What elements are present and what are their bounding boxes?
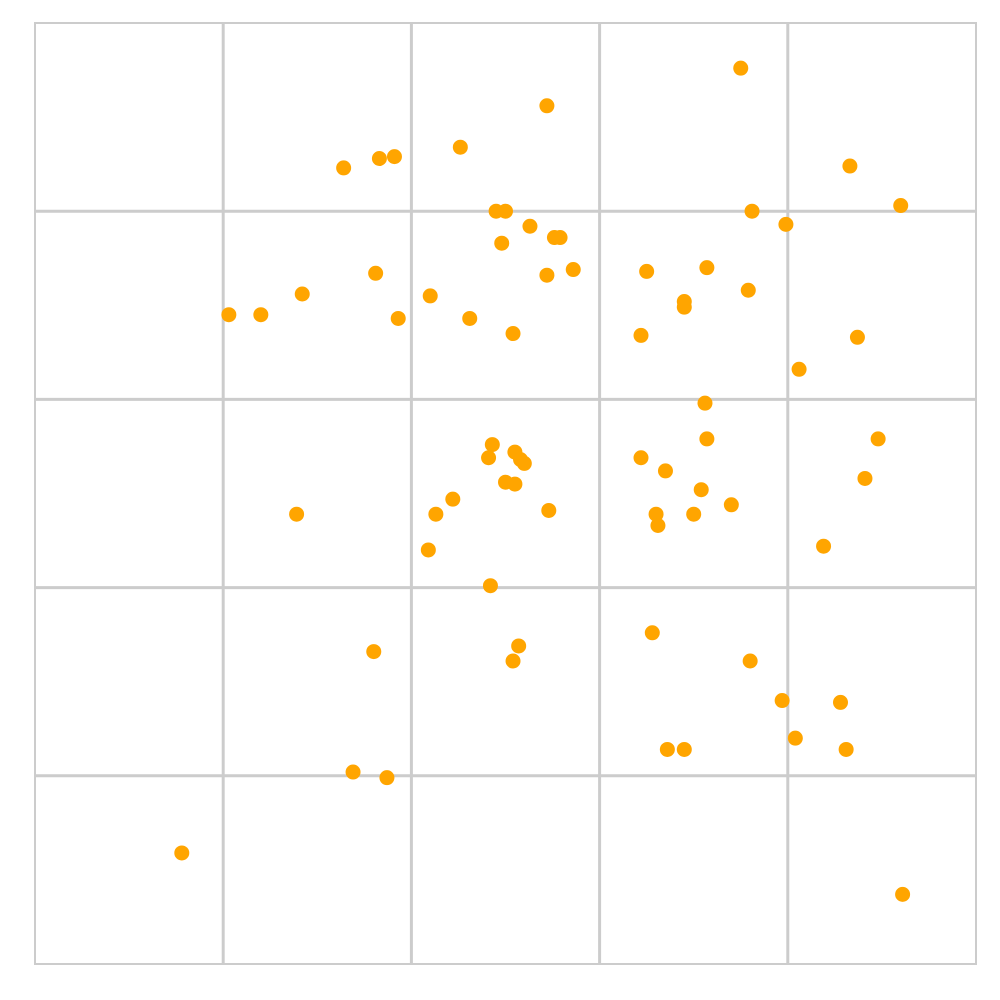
data-point <box>507 476 523 492</box>
data-point <box>633 327 649 343</box>
data-point <box>336 160 352 176</box>
data-point <box>539 267 555 283</box>
data-point <box>816 538 832 554</box>
data-point <box>686 506 702 522</box>
data-point <box>522 218 538 234</box>
data-points <box>174 60 911 902</box>
data-point <box>253 307 269 323</box>
data-point <box>838 741 854 757</box>
data-point <box>221 307 237 323</box>
plot-frame <box>34 22 977 965</box>
data-point <box>420 542 436 558</box>
data-point <box>733 60 749 76</box>
data-point <box>428 506 444 522</box>
data-point <box>539 98 555 114</box>
data-point <box>174 845 190 861</box>
data-point <box>744 203 760 219</box>
data-point <box>390 310 406 326</box>
data-point <box>787 730 803 746</box>
data-point <box>832 694 848 710</box>
data-point <box>659 741 675 757</box>
data-point <box>445 491 461 507</box>
data-point <box>511 638 527 654</box>
data-point <box>481 450 497 466</box>
data-point <box>541 502 557 518</box>
data-point <box>452 139 468 155</box>
data-point <box>488 203 504 219</box>
data-point <box>842 158 858 174</box>
data-point <box>693 482 709 498</box>
grid <box>35 23 976 964</box>
data-point <box>697 395 713 411</box>
data-point <box>505 653 521 669</box>
data-point <box>870 431 886 447</box>
data-point <box>895 886 911 902</box>
data-point <box>893 198 909 214</box>
data-point <box>546 230 562 246</box>
data-point <box>386 149 402 165</box>
data-point <box>639 263 655 279</box>
data-point <box>778 216 794 232</box>
data-point <box>699 260 715 276</box>
data-point <box>742 653 758 669</box>
plot-background <box>35 23 976 964</box>
data-point <box>379 770 395 786</box>
data-point <box>294 286 310 302</box>
data-point <box>699 431 715 447</box>
data-point <box>345 764 361 780</box>
data-point <box>422 288 438 304</box>
data-point <box>366 644 382 660</box>
data-point <box>849 329 865 345</box>
data-point <box>516 455 532 471</box>
data-point <box>650 517 666 533</box>
data-point <box>857 470 873 486</box>
data-point <box>505 326 521 342</box>
data-point <box>633 450 649 466</box>
data-point <box>676 299 692 315</box>
data-point <box>774 693 790 709</box>
data-point <box>644 625 660 641</box>
data-point <box>289 506 305 522</box>
data-point <box>791 361 807 377</box>
data-point <box>648 506 664 522</box>
data-point <box>494 235 510 251</box>
data-point <box>676 741 692 757</box>
data-point <box>657 463 673 479</box>
data-point <box>462 310 478 326</box>
data-point <box>482 578 498 594</box>
data-point <box>565 262 581 278</box>
data-point <box>371 151 387 167</box>
data-point <box>723 497 739 513</box>
data-point <box>740 282 756 298</box>
data-point <box>368 265 384 281</box>
data-point <box>484 437 500 453</box>
